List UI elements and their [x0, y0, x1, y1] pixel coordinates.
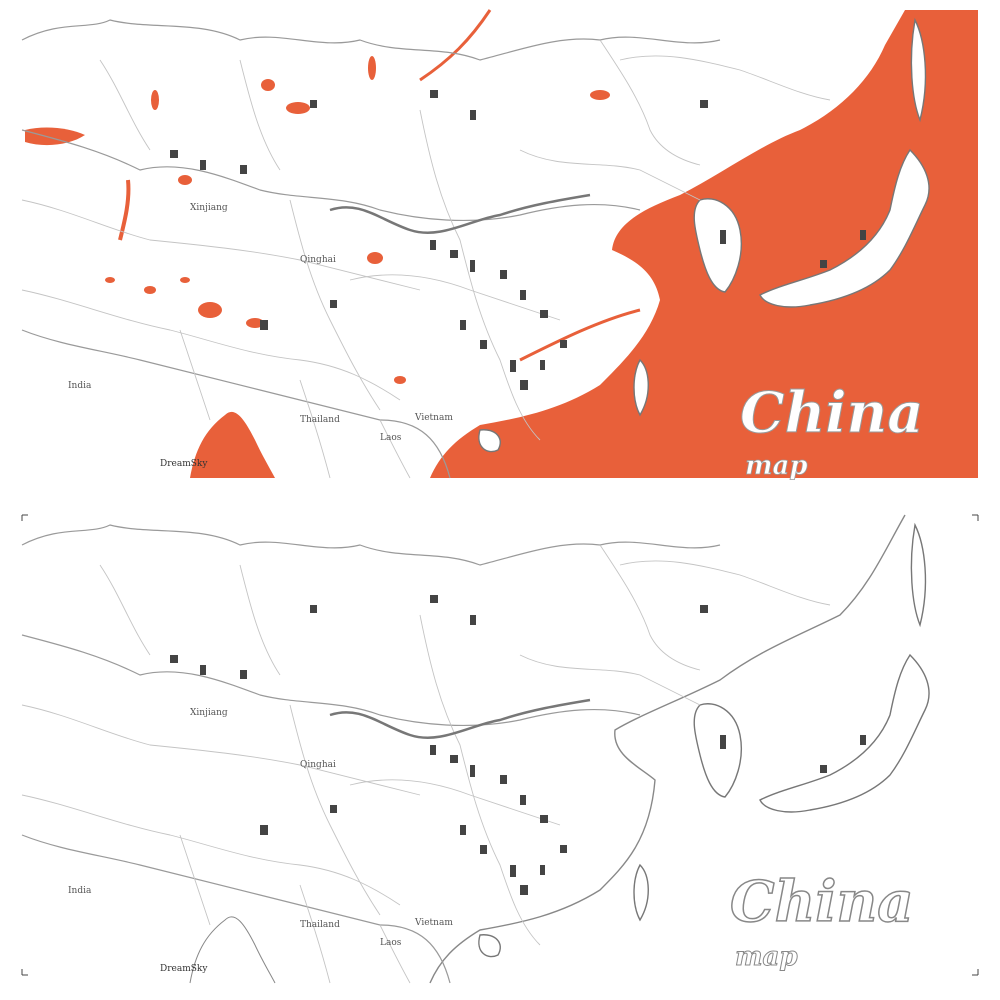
map-title: China [740, 380, 924, 446]
hainan-island [478, 934, 501, 958]
japan-islands [759, 653, 930, 813]
sakhalin-island [910, 522, 927, 628]
colored-map: Xinjiang Qinghai India Thailand Vietnam … [20, 9, 978, 481]
label-qinghai: Qinghai [300, 760, 336, 770]
korea-peninsula [693, 703, 742, 798]
label-thailand: Thailand [300, 920, 340, 930]
label-india: India [68, 886, 92, 896]
label-xinjiang: Xinjiang [190, 203, 228, 213]
label-india: India [68, 381, 92, 391]
label-laos: Laos [380, 938, 402, 948]
brand-logo: DreamSky [160, 459, 208, 469]
label-qinghai: Qinghai [300, 255, 336, 265]
bay-of-bengal [190, 411, 275, 478]
label-thailand: Thailand [300, 415, 340, 425]
label-laos: Laos [380, 433, 402, 443]
korea-peninsula [693, 198, 742, 293]
taiwan-island [633, 358, 649, 417]
map-subtitle: map [745, 451, 808, 481]
map-subtitle: map [735, 942, 798, 972]
river [118, 179, 131, 241]
label-vietnam: Vietnam [414, 918, 453, 928]
map-title: China [730, 869, 914, 935]
hainan-island [478, 429, 501, 453]
japan-islands [759, 148, 930, 308]
sakhalin-island [910, 17, 927, 123]
lakes [25, 56, 796, 384]
coastline [429, 514, 906, 984]
outline-map: Xinjiang Qinghai India Thailand Vietnam … [20, 514, 930, 985]
label-xinjiang: Xinjiang [190, 708, 228, 718]
crop-marks [21, 514, 979, 976]
bay-of-bengal-coast [189, 916, 276, 984]
river [419, 9, 492, 82]
river [519, 308, 641, 362]
brand-logo: DreamSky [160, 964, 208, 974]
label-vietnam: Vietnam [414, 413, 453, 423]
taiwan-island [633, 863, 649, 922]
